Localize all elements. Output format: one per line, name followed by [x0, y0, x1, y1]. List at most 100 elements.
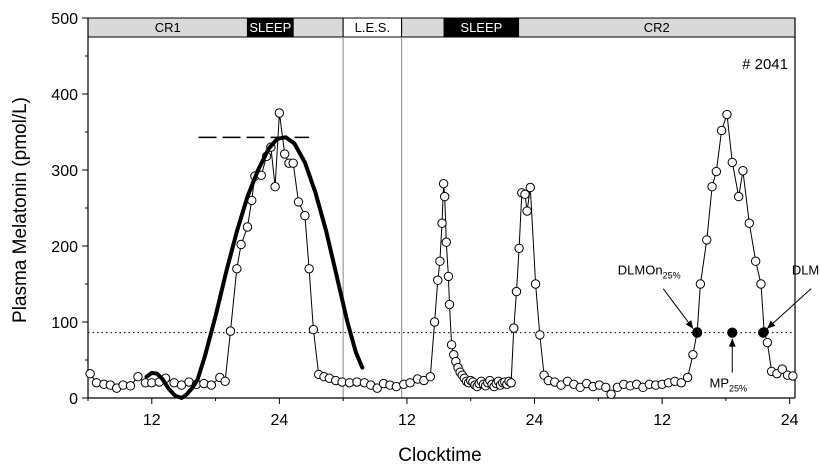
data-point — [788, 371, 798, 381]
y-tick-label: 0 — [69, 391, 78, 408]
data-point — [688, 349, 698, 360]
marker-arrow — [766, 288, 812, 330]
data-point — [435, 256, 445, 266]
x-tick-label: 24 — [526, 412, 544, 429]
data-point — [125, 381, 136, 391]
marker-label: MP25% — [710, 376, 748, 394]
data-point — [506, 378, 516, 388]
x-tick-label: 24 — [270, 412, 288, 429]
y-tick-label: 100 — [51, 315, 78, 332]
protocol-bands: CR1 SLEEP L.E.S. SLEEP CR2 — [87, 17, 796, 38]
data-point — [429, 317, 440, 327]
data-point — [733, 191, 744, 202]
protocol-band-label: SLEEP — [460, 20, 502, 35]
data-point — [676, 378, 686, 388]
y-tick-label: 400 — [51, 87, 78, 104]
marker-label: DLMOff25% — [792, 263, 820, 281]
data-point — [511, 286, 522, 297]
protocol-band — [401, 17, 445, 38]
melatonin-line — [89, 112, 793, 395]
data-point — [682, 372, 693, 383]
data-point — [606, 389, 616, 399]
data-series — [85, 108, 798, 400]
data-point — [727, 157, 737, 168]
annotations: DLMOn25% MP25% DLMOff25% — [618, 263, 820, 394]
data-point — [372, 383, 382, 393]
data-point — [601, 382, 611, 393]
data-point — [522, 206, 532, 216]
y-tick-label: 500 — [51, 11, 78, 28]
data-point — [91, 378, 102, 388]
data-point — [405, 378, 415, 388]
data-point — [437, 218, 447, 228]
data-point — [308, 324, 319, 335]
data-point — [232, 264, 242, 274]
data-point — [756, 279, 766, 289]
data-point — [274, 108, 285, 118]
data-point — [242, 222, 253, 232]
data-point — [762, 337, 773, 348]
data-point — [444, 299, 455, 310]
data-point — [293, 197, 304, 207]
data-point — [695, 279, 706, 289]
fitted-curve — [144, 135, 365, 400]
data-point — [738, 166, 748, 176]
data-point — [288, 158, 298, 168]
data-point — [702, 235, 712, 245]
axes: 0 100 200 300 400 500 12 24 12 24 12 24 — [51, 11, 798, 429]
marker-arrowhead — [728, 338, 736, 347]
marker-point — [692, 327, 703, 338]
data-point — [439, 191, 450, 202]
data-point — [236, 239, 246, 250]
data-point — [744, 218, 754, 228]
marker-arrow — [662, 288, 694, 329]
y-tick-label: 200 — [51, 239, 78, 256]
data-point — [199, 378, 209, 389]
data-point — [525, 182, 535, 193]
protocol-band-label: CR2 — [644, 20, 670, 35]
data-point — [433, 275, 443, 285]
protocol-band-label: CR1 — [155, 20, 181, 35]
protocol-band — [292, 17, 344, 38]
x-tick-label: 12 — [653, 412, 671, 429]
x-tick-label: 12 — [398, 412, 416, 429]
data-point — [425, 372, 436, 382]
data-point — [304, 264, 314, 274]
y-axis-title: Plasma Melatonin (pmol/L) — [10, 97, 31, 323]
data-point — [716, 125, 727, 136]
data-point — [85, 368, 95, 379]
subject-label: # 2041 — [742, 56, 788, 73]
data-point — [722, 109, 732, 120]
data-point — [520, 189, 530, 200]
data-point — [446, 340, 457, 350]
data-point — [441, 237, 451, 247]
protocol-band-label: L.E.S. — [355, 20, 390, 35]
protocol-band-label: SLEEP — [249, 20, 291, 35]
x-tick-label: 12 — [143, 412, 161, 429]
marker-label: DLMOn25% — [618, 263, 681, 281]
data-point — [225, 326, 236, 336]
data-point — [133, 372, 143, 382]
x-tick-label: 24 — [781, 412, 799, 429]
y-tick-label: 300 — [51, 163, 78, 180]
data-point — [530, 279, 541, 289]
data-point — [707, 182, 717, 192]
data-point — [443, 271, 454, 282]
reference-lines — [88, 37, 795, 398]
data-point — [777, 364, 787, 374]
data-point — [279, 149, 290, 159]
data-point — [438, 178, 449, 189]
data-point — [535, 330, 545, 340]
data-point — [509, 323, 519, 333]
data-point — [300, 210, 310, 221]
data-point — [270, 182, 280, 192]
data-point — [206, 380, 217, 390]
marker-arrowhead — [767, 320, 776, 329]
marker-point — [727, 327, 738, 338]
marker-point — [758, 327, 769, 338]
data-point — [514, 243, 524, 253]
marker-arrowhead — [685, 320, 694, 329]
data-point — [750, 256, 761, 266]
data-point — [711, 166, 722, 177]
